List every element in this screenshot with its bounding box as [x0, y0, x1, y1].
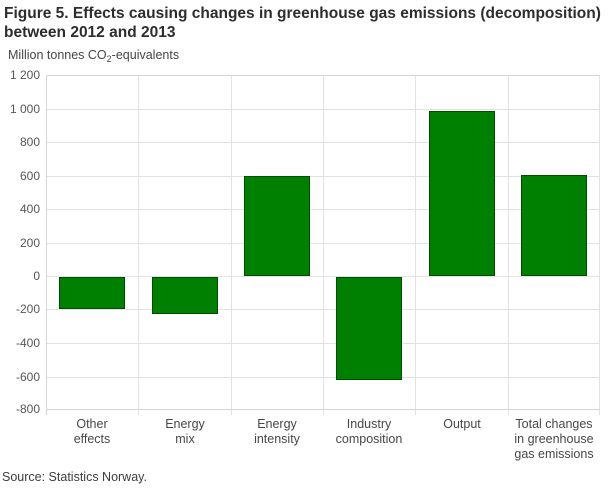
y-tick-label: 200: [19, 236, 40, 250]
gridline-vertical: [415, 75, 416, 415]
y-tick-label: 1 200: [9, 68, 40, 82]
y-tick-label: -400: [15, 336, 40, 350]
y-tick-label: 600: [19, 169, 40, 183]
x-category-label-output: Output: [443, 417, 481, 431]
unit-label-suffix: -equivalents: [111, 48, 180, 62]
gridline-vertical: [231, 75, 232, 415]
y-tick-label: 1 000: [9, 102, 40, 116]
figure-title-line-2: between 2012 and 2013: [4, 24, 176, 41]
x-category-label-energy-intensity: Energy intensity: [254, 417, 300, 446]
unit-label-prefix: Million tonnes CO: [8, 48, 107, 62]
gridline-vertical: [599, 75, 600, 415]
figure-title-line-1: Figure 5. Effects causing changes in gre…: [4, 5, 601, 22]
gridline-vertical: [138, 75, 139, 415]
gridline-vertical: [323, 75, 324, 415]
y-tick-label: -200: [15, 302, 40, 316]
bar-energy-mix: [152, 277, 218, 314]
y-tick-label: -600: [15, 370, 40, 384]
bar-total-changes: [521, 175, 587, 276]
x-category-label-total-changes: Total changes in greenhouse gas emission…: [514, 417, 594, 461]
bar-other-effects: [59, 277, 125, 309]
y-tick-label: -800: [15, 402, 40, 416]
figure-title: Figure 5. Effects causing changes in gre…: [4, 4, 608, 42]
x-category-label-other-effects: Other effects: [73, 417, 111, 446]
y-tick-label: 400: [19, 202, 40, 216]
x-category-label-industry-composition: Industry composition: [335, 417, 403, 446]
source-note: Source: Statistics Norway.: [2, 470, 147, 484]
bar-output: [429, 111, 495, 276]
y-tick-label: 800: [19, 135, 40, 149]
unit-label-subscript: 2: [106, 54, 112, 64]
chart-plot-area: [46, 75, 600, 415]
y-tick-label: 0: [33, 269, 40, 283]
gridline-vertical: [46, 75, 47, 415]
bar-energy-intensity: [244, 176, 310, 276]
gridline-vertical: [508, 75, 509, 415]
bar-industry-composition: [336, 277, 402, 380]
y-axis-unit-label: Million tonnes CO2-equivalents: [8, 48, 180, 64]
x-category-label-energy-mix: Energy mix: [165, 417, 205, 446]
